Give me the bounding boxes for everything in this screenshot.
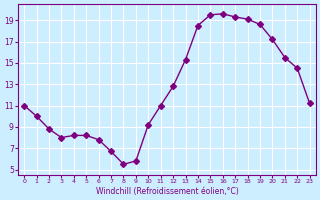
X-axis label: Windchill (Refroidissement éolien,°C): Windchill (Refroidissement éolien,°C) [96,187,238,196]
